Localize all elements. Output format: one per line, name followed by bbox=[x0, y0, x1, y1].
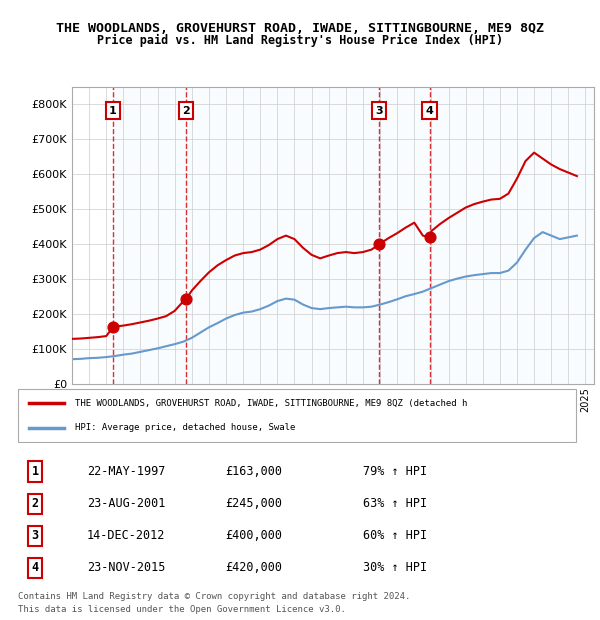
Text: 23-NOV-2015: 23-NOV-2015 bbox=[87, 561, 165, 574]
Text: 14-DEC-2012: 14-DEC-2012 bbox=[87, 529, 165, 542]
Point bbox=[374, 239, 384, 249]
Text: 63% ↑ HPI: 63% ↑ HPI bbox=[364, 497, 427, 510]
Text: 3: 3 bbox=[376, 105, 383, 115]
Text: This data is licensed under the Open Government Licence v3.0.: This data is licensed under the Open Gov… bbox=[18, 604, 346, 614]
Text: 60% ↑ HPI: 60% ↑ HPI bbox=[364, 529, 427, 542]
Text: 22-MAY-1997: 22-MAY-1997 bbox=[87, 465, 165, 478]
Text: 3: 3 bbox=[31, 529, 38, 542]
Text: THE WOODLANDS, GROVEHURST ROAD, IWADE, SITTINGBOURNE, ME9 8QZ (detached h: THE WOODLANDS, GROVEHURST ROAD, IWADE, S… bbox=[76, 399, 468, 407]
Text: THE WOODLANDS, GROVEHURST ROAD, IWADE, SITTINGBOURNE, ME9 8QZ: THE WOODLANDS, GROVEHURST ROAD, IWADE, S… bbox=[56, 22, 544, 35]
Text: 23-AUG-2001: 23-AUG-2001 bbox=[87, 497, 165, 510]
Text: HPI: Average price, detached house, Swale: HPI: Average price, detached house, Swal… bbox=[76, 423, 296, 432]
Text: £245,000: £245,000 bbox=[225, 497, 282, 510]
Text: £420,000: £420,000 bbox=[225, 561, 282, 574]
FancyBboxPatch shape bbox=[18, 389, 577, 442]
Text: 2: 2 bbox=[182, 105, 190, 115]
Text: 4: 4 bbox=[31, 561, 38, 574]
Text: Price paid vs. HM Land Registry's House Price Index (HPI): Price paid vs. HM Land Registry's House … bbox=[97, 34, 503, 47]
Point bbox=[181, 294, 191, 304]
Text: 79% ↑ HPI: 79% ↑ HPI bbox=[364, 465, 427, 478]
Text: 1: 1 bbox=[31, 465, 38, 478]
Text: £400,000: £400,000 bbox=[225, 529, 282, 542]
Point bbox=[425, 232, 434, 242]
Text: 4: 4 bbox=[425, 105, 434, 115]
Text: £163,000: £163,000 bbox=[225, 465, 282, 478]
Point bbox=[108, 322, 118, 332]
Bar bbox=[186, 87, 379, 384]
Bar bbox=[113, 87, 186, 384]
Text: 30% ↑ HPI: 30% ↑ HPI bbox=[364, 561, 427, 574]
Bar bbox=[379, 87, 430, 384]
Text: 1: 1 bbox=[109, 105, 117, 115]
Text: 2: 2 bbox=[31, 497, 38, 510]
Bar bbox=[430, 87, 594, 384]
Text: Contains HM Land Registry data © Crown copyright and database right 2024.: Contains HM Land Registry data © Crown c… bbox=[18, 592, 410, 601]
